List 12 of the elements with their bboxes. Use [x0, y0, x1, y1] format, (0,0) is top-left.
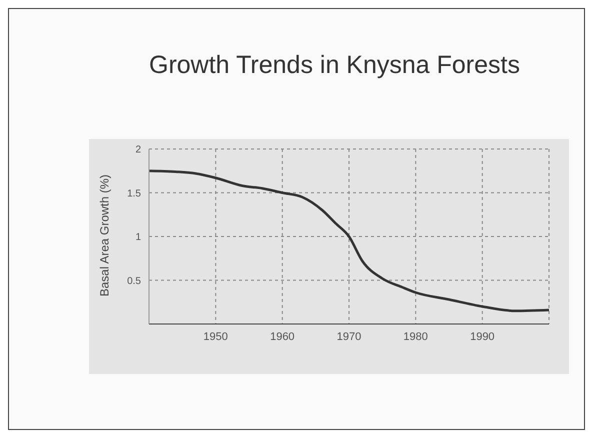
- y-tick-label: 1: [135, 232, 142, 244]
- y-tick-label: 0.5: [127, 276, 142, 287]
- y-axis-title: Basal Area Growth (%): [97, 174, 112, 296]
- x-tick-label: 1960: [270, 330, 295, 343]
- line-series: [149, 170, 549, 312]
- x-tick-label: 1980: [403, 330, 428, 343]
- x-tick-label: 1950: [203, 330, 228, 343]
- chart-title: Growth Trends in Knysna Forests: [149, 51, 520, 80]
- x-tick-label: 1970: [336, 330, 362, 343]
- y-tick-label: 2: [135, 144, 142, 156]
- y-tick-label: 1.5: [127, 188, 142, 200]
- x-tick-label: 1990: [470, 330, 495, 343]
